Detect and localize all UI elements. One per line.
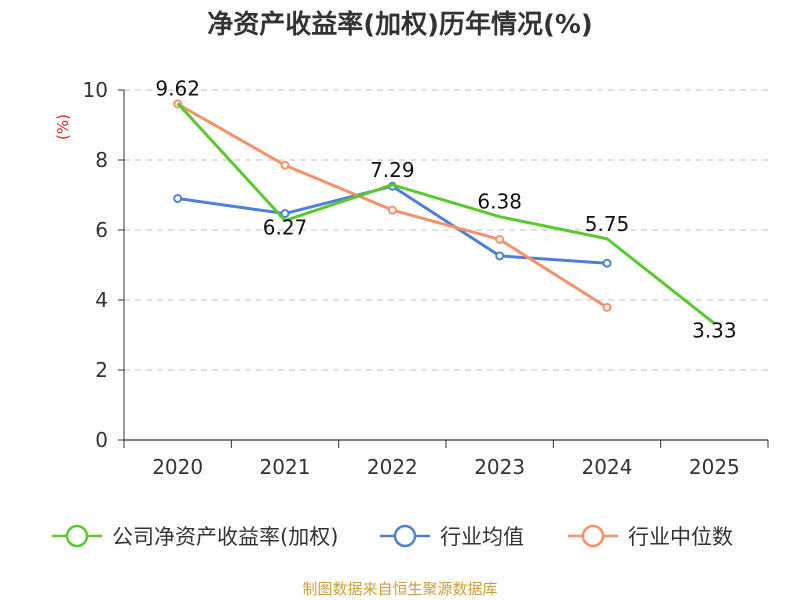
data-label: 6.27 (263, 216, 308, 240)
x-tick-label: 2022 (367, 455, 418, 479)
data-labels: 9.62 6.27 7.29 6.38 5.75 3.33 (155, 76, 736, 342)
gridlines (124, 89, 768, 371)
series-2 (173, 99, 612, 312)
data-label: 3.33 (692, 318, 737, 342)
data-point (387, 205, 397, 215)
legend-marker (65, 524, 89, 548)
data-point (602, 258, 612, 268)
chart-title: 净资产收益率(加权)历年情况(%) (207, 10, 593, 40)
legend: 公司净资产收益率(加权) 行业均值 行业中位数 (52, 524, 733, 549)
data-label: 7.29 (370, 158, 415, 182)
y-axis: 0 2 4 6 8 10 (%) (54, 78, 125, 452)
x-tick-label: 2023 (474, 455, 525, 479)
data-label: 6.38 (477, 190, 522, 214)
x-tick-label: 2020 (152, 455, 203, 479)
data-point (280, 160, 290, 170)
data-point (280, 209, 290, 219)
y-tick-label: 10 (83, 78, 108, 102)
x-tick-label: 2024 (582, 455, 633, 479)
y-tick-label: 4 (95, 288, 108, 312)
legend-item-1: 行业均值 (380, 524, 524, 549)
legend-item-2: 行业中位数 (568, 524, 733, 549)
y-axis-label: (%) (54, 114, 72, 140)
series-group: 9.62 6.27 7.29 6.38 5.75 3.33 (155, 76, 736, 342)
data-point (495, 251, 505, 261)
series-line (176, 102, 716, 325)
x-tick-label: 2021 (260, 455, 311, 479)
y-tick-label: 6 (95, 218, 108, 242)
x-axis: 2020 2021 2022 2023 2024 2025 (123, 439, 769, 479)
x-tick-label: 2025 (689, 455, 740, 479)
data-point (495, 234, 505, 244)
series-0 (176, 102, 716, 325)
data-label: 5.75 (585, 212, 630, 236)
data-point (602, 302, 612, 312)
legend-label: 行业中位数 (628, 525, 733, 549)
y-tick-label: 8 (95, 148, 108, 172)
legend-item-0: 公司净资产收益率(加权) (52, 524, 338, 549)
data-point (173, 194, 183, 203)
y-tick-label: 0 (95, 428, 108, 452)
legend-label: 公司净资产收益率(加权) (112, 525, 338, 549)
data-source-note: 制图数据来自恒生聚源数据库 (302, 580, 498, 598)
legend-label: 行业均值 (440, 525, 524, 549)
data-label: 9.62 (155, 76, 200, 100)
y-tick-label: 2 (95, 358, 108, 382)
legend-marker (393, 524, 417, 548)
legend-marker (581, 524, 605, 548)
